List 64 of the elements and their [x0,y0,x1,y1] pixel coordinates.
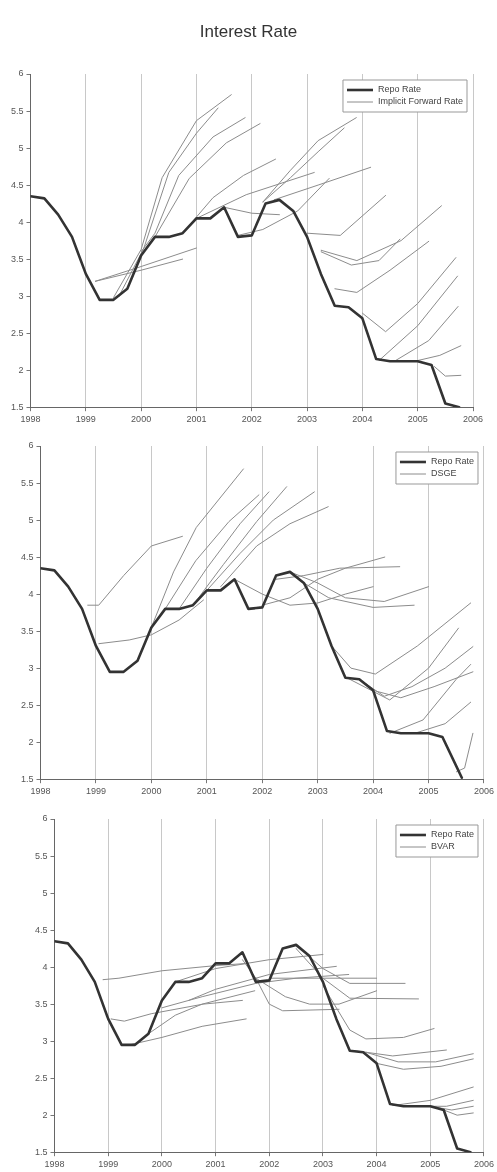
x-tick-label: 2006 [462,414,484,425]
x-tick-label: 1999 [98,1159,119,1170]
y-tick-label: 5.5 [11,105,24,116]
y-tick-label: 5 [28,514,34,525]
y-tick-label: 4.5 [11,179,24,190]
x-tick-label: 2006 [473,1159,494,1170]
y-tick-label: 3.5 [35,998,48,1009]
x-tick-label: 2004 [366,1159,387,1170]
x-tick-label: 2001 [205,1159,226,1170]
y-tick-label: 4.5 [21,551,34,562]
x-tick-label: 2000 [131,414,152,425]
y-tick-label: 5 [42,887,48,898]
y-tick-label: 4 [42,961,48,972]
x-tick-label: 2003 [312,1159,333,1170]
x-tick-label: 2005 [407,414,428,425]
y-tick-label: 4.5 [35,924,48,935]
legend-label: Repo Rate [430,456,474,467]
y-tick-label: 1.5 [35,1146,48,1157]
y-tick-label: 1.5 [11,401,24,412]
y-tick-label: 4 [18,216,24,227]
x-tick-label: 1998 [20,414,41,425]
x-tick-label: 2002 [259,1159,280,1170]
y-tick-label: 2 [42,1109,48,1120]
y-tick-label: 6 [28,440,34,451]
legend-label: Implicit Forward Rate [377,96,464,107]
x-tick-label: 2001 [186,414,207,425]
x-tick-label: 2005 [420,1159,441,1170]
y-tick-label: 6 [42,813,48,824]
x-tick-label: 2004 [352,414,373,425]
y-tick-label: 5 [18,142,24,153]
x-tick-label: 2000 [151,1159,172,1170]
legend-label: Repo Rate [377,84,422,95]
x-tick-label: 1998 [30,786,51,797]
y-tick-label: 2.5 [11,327,24,338]
x-tick-label: 1999 [75,414,96,425]
x-tick-label: 1998 [44,1159,65,1170]
x-tick-label: 1999 [85,786,106,797]
y-tick-label: 2.5 [35,1072,48,1083]
x-tick-label: 2003 [307,786,328,797]
x-tick-label: 2002 [241,414,262,425]
chart-title: Interest Rate [198,22,299,42]
x-tick-label: 2003 [297,414,318,425]
y-tick-label: 3.5 [11,253,24,264]
x-tick-label: 2004 [363,786,384,797]
y-tick-label: 3 [18,290,24,301]
x-tick-label: 2002 [252,786,273,797]
y-tick-label: 4 [28,588,34,599]
y-tick-label: 5.5 [21,477,34,488]
y-tick-label: 2 [18,364,24,375]
x-tick-label: 2005 [418,786,439,797]
x-tick-label: 2006 [473,786,494,797]
y-tick-label: 3.5 [21,625,34,636]
legend-label: DSGE [430,468,457,479]
y-tick-label: 2 [28,736,34,747]
y-tick-label: 6 [18,68,24,79]
x-tick-label: 2000 [141,786,162,797]
y-tick-label: 3 [28,662,34,673]
y-tick-label: 1.5 [21,773,34,784]
y-tick-label: 2.5 [21,699,34,710]
x-tick-label: 2001 [196,786,217,797]
legend-label: BVAR [430,841,456,852]
y-tick-label: 3 [42,1035,48,1046]
legend-label: Repo Rate [430,829,474,840]
y-tick-label: 5.5 [35,850,48,861]
